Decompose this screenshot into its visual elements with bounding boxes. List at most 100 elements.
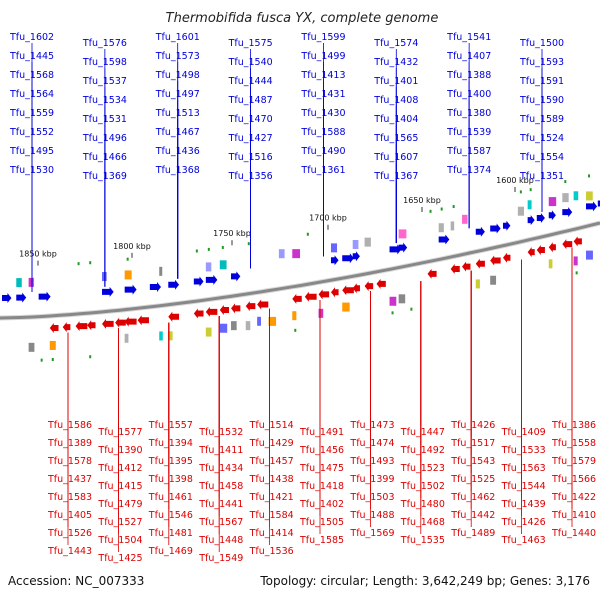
forward-gene-label: Tfu_1466 [82,152,127,163]
reverse-gene-label: Tfu_1410 [551,510,596,521]
reverse-gene-label: Tfu_1468 [400,517,445,528]
forward-gene-arrow [389,244,402,255]
marker-dot [429,209,432,213]
marker-dot [564,180,567,184]
feature-block [352,239,359,249]
reverse-gene-label: Tfu_1493 [349,456,394,467]
forward-gene-arrow [38,291,51,302]
forward-gene-label: Tfu_1593 [519,57,564,68]
reverse-gene-arrow [527,247,535,258]
forward-gene-labels: Tfu_1602 Tfu_1576 Tfu_1601 Tfu_1575 Tfu_1599… [9,32,564,292]
forward-gene-label: Tfu_1497 [155,89,200,100]
reverse-gene-label: Tfu_1457 [249,456,294,467]
reverse-gene-arrow [330,287,339,298]
forward-gene-label: Tfu_1413 [300,70,345,81]
reverse-gene-label: Tfu_1492 [400,445,445,456]
forward-gene-label: Tfu_1607 [373,152,418,163]
reverse-gene-label: Tfu_1549 [198,553,243,564]
feature-block [278,249,285,259]
reverse-gene-label: Tfu_1441 [198,499,243,510]
reverse-gene-arrow [342,285,354,296]
reverse-gene-label: Tfu_1504 [97,535,142,546]
forward-gene-label: Tfu_1470 [228,114,273,125]
feature-block [573,256,578,266]
forward-gene-label: Tfu_1559 [9,108,54,119]
reverse-gene-label: Tfu_1405 [47,510,92,521]
forward-gene-label: Tfu_1445 [9,51,54,62]
forward-gene-label: Tfu_1467 [155,127,200,138]
forward-gene-label: Tfu_1401 [373,76,418,87]
reverse-gene-arrow [450,264,460,275]
feature-block [159,331,163,341]
accession-label: Accession: NC_007333 [8,574,144,588]
feature-block [257,316,261,326]
reverse-gene-label: Tfu_1415 [97,481,142,492]
reverse-gene-label: Tfu_1479 [97,499,142,510]
forward-gene-label: Tfu_1407 [446,51,491,62]
marker-dot [89,261,92,265]
tick-label: 1700 kbp [309,214,347,223]
tick-label: 1800 kbp [113,242,151,251]
reverse-gene-arrow [245,301,256,312]
forward-gene-label: Tfu_1564 [9,89,54,100]
reverse-gene-label: Tfu_1535 [400,535,445,546]
reverse-gene-label: Tfu_1462 [450,492,495,503]
reverse-gene-arrow [231,303,241,314]
forward-gene-label: Tfu_1574 [373,38,418,49]
reverse-gene-label: Tfu_1411 [198,445,243,456]
forward-gene-label: Tfu_1351 [519,171,564,182]
forward-gene-label: Tfu_1388 [446,70,491,81]
reverse-gene-label: Tfu_1584 [249,510,294,521]
forward-gene-label: Tfu_1490 [300,146,345,157]
reverse-gene-arrow [352,283,360,294]
reverse-gene-label: Tfu_1566 [551,474,596,485]
reverse-gene-label: Tfu_1395 [148,456,193,467]
reverse-gene-arrow [115,317,126,328]
reverse-gene-label: Tfu_1536 [249,546,294,557]
forward-gene-arrow [548,210,556,221]
forward-gene-label: Tfu_1540 [228,57,273,68]
forward-gene-label: Tfu_1575 [228,38,273,49]
forward-gene-label: Tfu_1598 [82,57,127,68]
reverse-gene-arrow [318,289,330,300]
feature-block [517,206,525,216]
reverse-gene-label: Tfu_1389 [47,438,92,449]
forward-gene-label: Tfu_1513 [155,108,200,119]
reverse-gene-label: Tfu_1425 [97,553,142,564]
feature-block [318,308,324,318]
reverse-gene-label: Tfu_1525 [450,474,495,485]
tick-label: 1850 kbp [19,250,57,259]
forward-gene-arrow [597,200,600,207]
forward-gene-arrow [502,220,511,231]
forward-gene-label: Tfu_1436 [155,146,200,157]
reverse-gene-label: Tfu_1426 [450,420,495,431]
feature-block [585,250,593,260]
feature-block [292,249,301,259]
reverse-gene-arrow [102,318,114,329]
reverse-gene-label: Tfu_1437 [47,474,92,485]
reverse-gene-arrow [124,316,137,327]
forward-gene-arrow [342,253,354,264]
reverse-gene-label: Tfu_1390 [97,445,142,456]
reverse-gene-label: Tfu_1523 [400,463,445,474]
reverse-gene-label: Tfu_1438 [249,474,294,485]
reverse-gene-label: Tfu_1412 [97,463,142,474]
reverse-gene-label: Tfu_1399 [349,474,394,485]
feature-block [49,340,56,350]
forward-gene-arrow [562,207,573,218]
feature-block [548,259,553,269]
reverse-gene-arrow [87,320,96,331]
feature-block [219,323,228,333]
forward-gene-arrow [102,286,114,297]
tick-label: 1650 kbp [403,196,441,205]
forward-gene-label: Tfu_1565 [373,133,418,144]
forward-gene-label: Tfu_1531 [82,114,127,125]
reverse-gene-label: Tfu_1557 [148,420,193,431]
feature-block [330,243,338,253]
forward-gene-label: Tfu_1537 [82,76,127,87]
feature-block [398,294,406,304]
forward-gene-label: Tfu_1432 [373,57,418,68]
forward-gene-label: Tfu_1590 [519,95,564,106]
forward-gene-label: Tfu_1539 [446,127,491,138]
reverse-gene-label: Tfu_1448 [198,535,243,546]
